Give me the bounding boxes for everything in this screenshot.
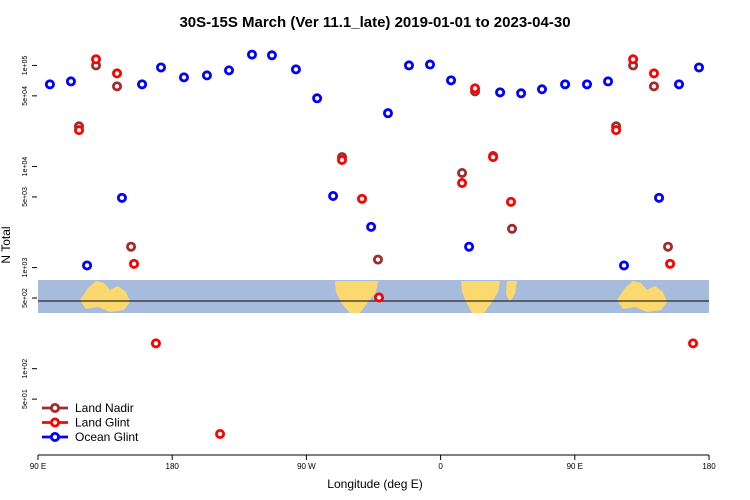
legend-marker	[50, 431, 61, 442]
point	[516, 88, 527, 99]
point	[224, 65, 235, 76]
land	[80, 281, 130, 312]
point	[665, 258, 676, 269]
y-tick-label: 5e+03	[22, 187, 29, 207]
legend-label: Land Glint	[75, 416, 130, 430]
point	[505, 196, 516, 207]
point	[694, 62, 705, 73]
point	[91, 54, 102, 65]
point	[619, 260, 630, 271]
point	[137, 79, 148, 90]
point	[654, 192, 665, 203]
point	[156, 62, 167, 73]
point	[382, 108, 393, 119]
y-tick-label: 5e+02	[22, 288, 29, 308]
chart-title: 30S-15S March (Ver 11.1_late) 2019-01-01…	[179, 14, 570, 31]
point	[82, 260, 93, 271]
x-tick-label: 180	[166, 462, 180, 471]
point	[178, 72, 189, 83]
land	[617, 281, 667, 312]
y-tick-label: 5e+01	[22, 389, 29, 409]
point	[425, 59, 436, 70]
y-axis-label: N Total	[0, 226, 13, 263]
point	[112, 68, 123, 79]
point	[246, 49, 257, 60]
point	[536, 84, 547, 95]
point	[674, 79, 685, 90]
point	[150, 338, 161, 349]
point	[470, 83, 481, 94]
point	[357, 193, 368, 204]
land	[335, 281, 378, 313]
point	[582, 79, 593, 90]
point	[328, 190, 339, 201]
point	[74, 125, 85, 136]
point	[201, 70, 212, 81]
y-tick-label: 1e+04	[22, 157, 29, 177]
point	[129, 258, 140, 269]
point	[628, 54, 639, 65]
x-tick-label: 180	[702, 462, 716, 471]
y-tick-label: 1e+03	[22, 258, 29, 278]
map-strip	[38, 280, 709, 313]
point	[464, 241, 475, 252]
point	[374, 292, 385, 303]
legend-label: Ocean Glint	[75, 430, 139, 444]
point	[457, 167, 468, 178]
point	[372, 254, 383, 265]
point	[403, 60, 414, 71]
x-tick-label: 90 E	[30, 462, 46, 471]
point	[44, 79, 55, 90]
point	[65, 76, 76, 87]
y-tick-label: 5e+04	[22, 86, 29, 106]
point	[648, 68, 659, 79]
point	[495, 87, 506, 98]
point	[266, 50, 277, 61]
point	[126, 241, 137, 252]
point	[648, 81, 659, 92]
legend-marker	[50, 402, 61, 413]
point	[290, 64, 301, 75]
point	[366, 221, 377, 232]
point	[560, 79, 571, 90]
x-axis-label: Longitude (deg E)	[327, 477, 422, 491]
point	[662, 241, 673, 252]
land	[506, 281, 517, 302]
x-tick-label: 90 E	[567, 462, 583, 471]
point	[215, 428, 226, 439]
point	[611, 125, 622, 136]
x-tick-label: 90 W	[297, 462, 316, 471]
point	[457, 177, 468, 188]
y-tick-label: 1e+02	[22, 359, 29, 379]
point	[507, 223, 518, 234]
legend-marker	[50, 417, 61, 428]
land	[461, 281, 500, 313]
x-tick-label: 0	[438, 462, 443, 471]
y-tick-label: 1e+05	[22, 55, 29, 75]
legend-label: Land Nadir	[75, 401, 134, 415]
point	[488, 152, 499, 163]
point	[446, 75, 457, 86]
point	[116, 192, 127, 203]
point	[112, 81, 123, 92]
point	[603, 76, 614, 87]
point	[337, 154, 348, 165]
point	[688, 338, 699, 349]
point	[312, 93, 323, 104]
